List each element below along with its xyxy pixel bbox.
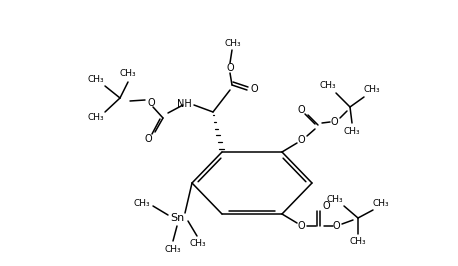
- Text: O: O: [297, 135, 305, 145]
- Text: O: O: [297, 105, 305, 115]
- Text: O: O: [144, 134, 152, 144]
- Text: O: O: [297, 221, 305, 231]
- Text: Sn: Sn: [170, 213, 184, 223]
- Text: CH₃: CH₃: [320, 81, 336, 90]
- Text: O: O: [226, 63, 234, 73]
- Text: CH₃: CH₃: [120, 69, 136, 78]
- Text: O: O: [322, 201, 330, 211]
- Text: CH₃: CH₃: [87, 114, 104, 123]
- Text: CH₃: CH₃: [87, 74, 104, 84]
- Text: CH₃: CH₃: [134, 198, 150, 207]
- Text: CH₃: CH₃: [190, 239, 206, 248]
- Text: CH₃: CH₃: [225, 39, 241, 48]
- Text: O: O: [250, 84, 258, 94]
- Text: CH₃: CH₃: [165, 244, 181, 253]
- Text: CH₃: CH₃: [327, 194, 344, 203]
- Text: CH₃: CH₃: [373, 198, 389, 207]
- Text: CH₃: CH₃: [364, 85, 380, 94]
- Text: CH₃: CH₃: [350, 238, 366, 247]
- Text: O: O: [332, 221, 340, 231]
- Text: O: O: [147, 98, 155, 108]
- Text: CH₃: CH₃: [344, 127, 360, 135]
- Text: O: O: [330, 117, 338, 127]
- Text: NH: NH: [177, 99, 192, 109]
